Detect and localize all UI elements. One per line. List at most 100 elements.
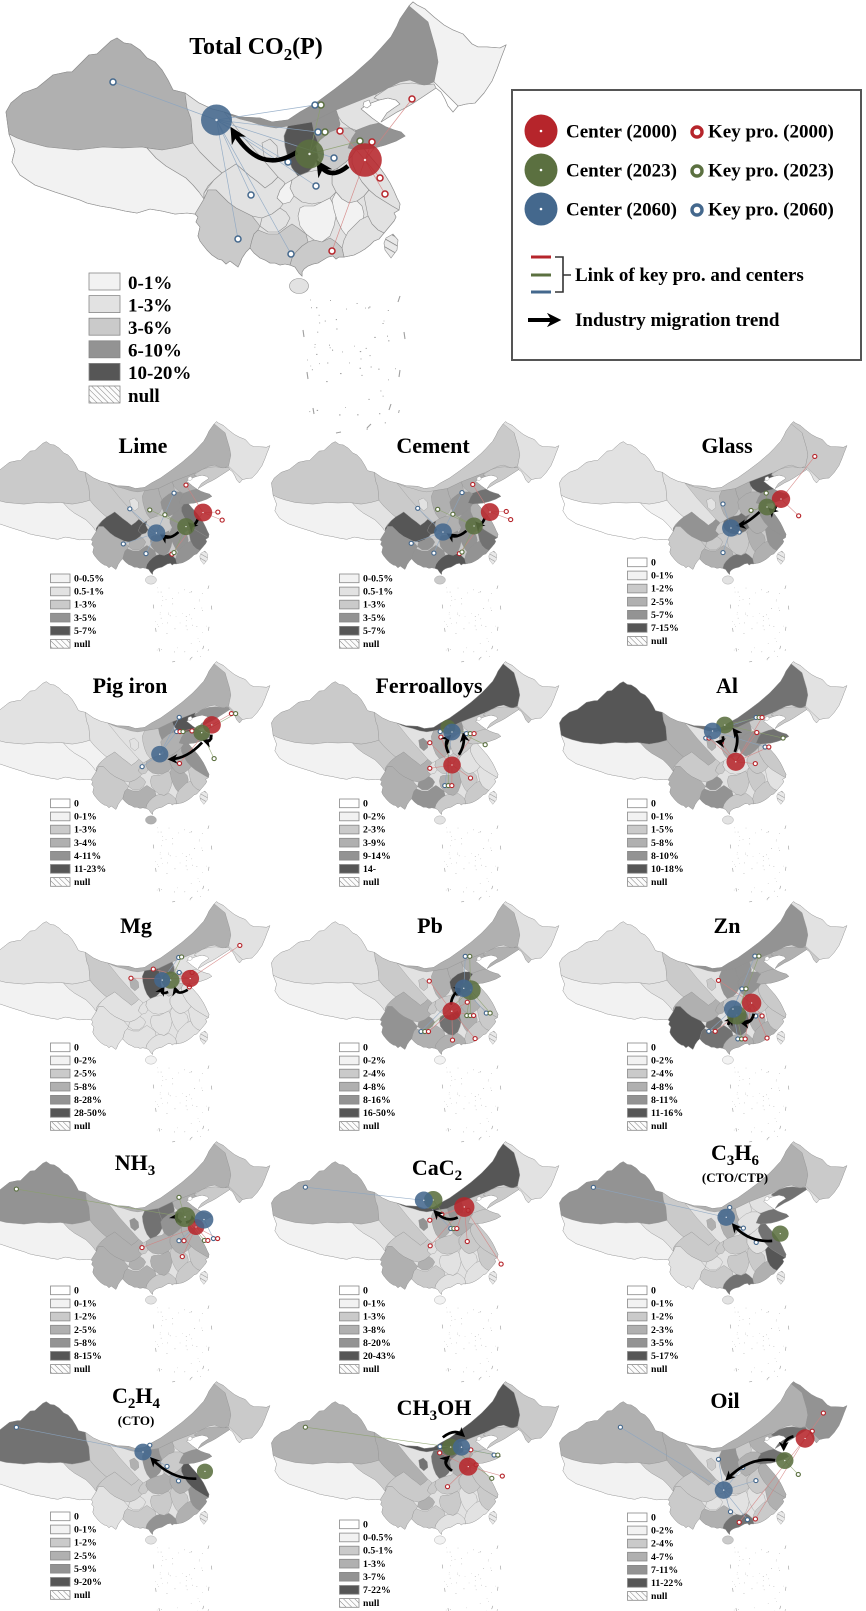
svg-text:0-2%: 0-2% (651, 1526, 674, 1537)
svg-text:0: 0 (363, 799, 368, 810)
svg-text:null: null (363, 1364, 380, 1375)
svg-text:0-0.5%: 0-0.5% (363, 574, 393, 585)
svg-text:0.5-1%: 0.5-1% (363, 1546, 393, 1557)
svg-text:16-50%: 16-50% (363, 1108, 396, 1119)
svg-text:0: 0 (74, 1512, 79, 1523)
svg-text:0-1%: 0-1% (74, 1525, 97, 1536)
svg-text:CH3OH: CH3OH (397, 1395, 472, 1424)
svg-text:0-0.5%: 0-0.5% (74, 574, 104, 585)
svg-text:4-8%: 4-8% (651, 1082, 674, 1093)
svg-text:5-7%: 5-7% (651, 610, 674, 621)
svg-text:3-7%: 3-7% (363, 1572, 386, 1583)
svg-text:3-5%: 3-5% (74, 613, 97, 624)
svg-text:0-2%: 0-2% (651, 1056, 674, 1067)
svg-text:9-14%: 9-14% (363, 851, 391, 862)
svg-text:Zn: Zn (714, 913, 741, 938)
svg-text:4-11%: 4-11% (74, 851, 101, 862)
svg-text:5-8%: 5-8% (74, 1338, 97, 1349)
svg-text:2-4%: 2-4% (651, 1539, 674, 1550)
svg-text:5-7%: 5-7% (74, 626, 97, 637)
svg-text:Industry migration trend: Industry migration trend (575, 310, 780, 331)
svg-text:1-3%: 1-3% (363, 1559, 386, 1570)
svg-text:5-9%: 5-9% (74, 1564, 97, 1575)
svg-text:(CTO/CTP): (CTO/CTP) (702, 1170, 768, 1185)
svg-text:1-2%: 1-2% (651, 584, 674, 595)
svg-text:null: null (363, 1598, 380, 1609)
svg-text:null: null (128, 386, 160, 407)
svg-text:0-1%: 0-1% (363, 1299, 386, 1310)
svg-text:Pig iron: Pig iron (93, 673, 168, 698)
svg-text:8-10%: 8-10% (651, 851, 679, 862)
svg-text:0: 0 (363, 1043, 368, 1054)
svg-text:2-5%: 2-5% (651, 597, 674, 608)
svg-text:1-3%: 1-3% (363, 1312, 386, 1323)
svg-text:0-1%: 0-1% (74, 1299, 97, 1310)
svg-text:2-5%: 2-5% (74, 1325, 97, 1336)
svg-text:6-10%: 6-10% (128, 341, 182, 362)
svg-text:null: null (363, 1121, 380, 1132)
svg-text:10-20%: 10-20% (128, 363, 191, 384)
svg-text:CaC2: CaC2 (412, 1155, 462, 1184)
svg-text:null: null (651, 1591, 668, 1602)
svg-text:2-3%: 2-3% (363, 825, 386, 836)
svg-text:null: null (74, 1121, 91, 1132)
svg-text:0-2%: 0-2% (363, 812, 386, 823)
svg-text:Cement: Cement (396, 433, 470, 458)
svg-text:14-: 14- (363, 864, 376, 875)
svg-text:0: 0 (363, 1286, 368, 1297)
svg-text:2-5%: 2-5% (74, 1069, 97, 1080)
svg-text:2-4%: 2-4% (651, 1069, 674, 1080)
svg-text:Total CO2(P): Total CO2(P) (189, 34, 323, 64)
svg-text:5-7%: 5-7% (363, 626, 386, 637)
svg-text:null: null (651, 877, 668, 888)
svg-text:20-43%: 20-43% (363, 1351, 396, 1362)
svg-text:3-5%: 3-5% (651, 1338, 674, 1349)
svg-text:1-3%: 1-3% (363, 600, 386, 611)
svg-text:Pb: Pb (417, 913, 443, 938)
svg-text:9-20%: 9-20% (74, 1577, 102, 1588)
svg-text:0-1%: 0-1% (651, 571, 674, 582)
svg-text:0: 0 (651, 1286, 656, 1297)
svg-text:11-16%: 11-16% (651, 1108, 683, 1119)
svg-text:NH3: NH3 (115, 1150, 155, 1179)
svg-text:Link of key pro. and centers: Link of key pro. and centers (575, 265, 804, 286)
svg-text:3-5%: 3-5% (363, 613, 386, 624)
svg-text:1-3%: 1-3% (74, 600, 97, 611)
svg-text:7-22%: 7-22% (363, 1585, 391, 1596)
svg-text:0-2%: 0-2% (74, 1056, 97, 1067)
svg-text:0: 0 (651, 558, 656, 569)
svg-text:5-8%: 5-8% (74, 1082, 97, 1093)
svg-text:8-11%: 8-11% (651, 1095, 678, 1106)
svg-text:0-1%: 0-1% (651, 812, 674, 823)
svg-text:1-3%: 1-3% (74, 825, 97, 836)
svg-text:1-5%: 1-5% (651, 825, 674, 836)
svg-text:3-6%: 3-6% (128, 318, 172, 339)
svg-text:11-23%: 11-23% (74, 864, 106, 875)
svg-text:0: 0 (74, 799, 79, 810)
svg-text:4-8%: 4-8% (363, 1082, 386, 1093)
svg-text:0-1%: 0-1% (651, 1299, 674, 1310)
svg-text:0: 0 (74, 1286, 79, 1297)
svg-text:0: 0 (651, 1043, 656, 1054)
svg-text:1-2%: 1-2% (74, 1538, 97, 1549)
svg-text:Key pro. (2060): Key pro. (2060) (708, 200, 834, 221)
svg-text:Center (2060): Center (2060) (566, 200, 677, 221)
svg-text:1-2%: 1-2% (651, 1312, 674, 1323)
svg-text:null: null (651, 1364, 668, 1375)
svg-text:28-50%: 28-50% (74, 1108, 107, 1119)
svg-text:Glass: Glass (701, 433, 753, 458)
svg-text:7-11%: 7-11% (651, 1565, 678, 1576)
svg-text:Center (2023): Center (2023) (566, 161, 677, 182)
svg-text:null: null (74, 877, 91, 888)
svg-text:3-4%: 3-4% (74, 838, 97, 849)
svg-text:null: null (363, 639, 380, 650)
svg-text:8-15%: 8-15% (74, 1351, 102, 1362)
svg-text:Center (2000): Center (2000) (566, 122, 677, 143)
svg-text:Mg: Mg (120, 913, 152, 938)
svg-text:0: 0 (651, 799, 656, 810)
svg-text:null: null (363, 877, 380, 888)
svg-text:4-7%: 4-7% (651, 1552, 674, 1563)
svg-text:8-28%: 8-28% (74, 1095, 102, 1106)
svg-text:(CTO): (CTO) (118, 1413, 155, 1428)
svg-text:Lime: Lime (119, 433, 168, 458)
